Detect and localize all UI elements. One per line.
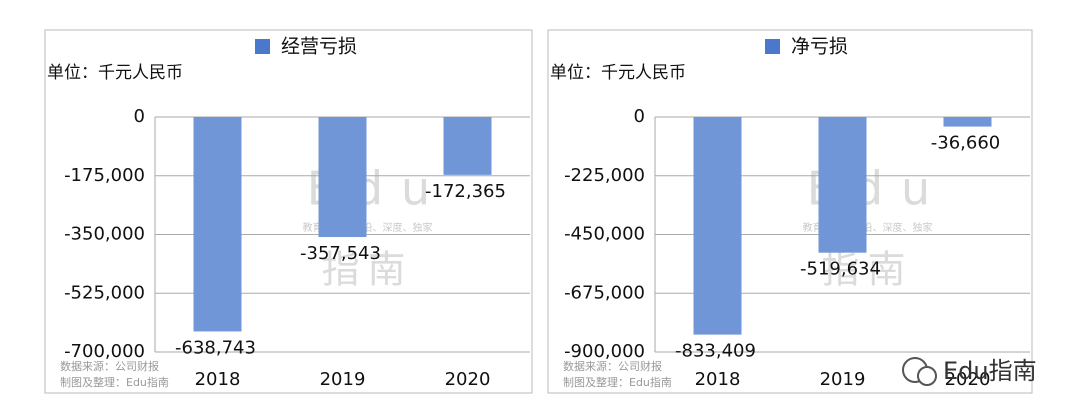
legend-label: 经营亏损: [281, 36, 357, 58]
logo-icon: [917, 366, 937, 386]
bar: [193, 117, 242, 332]
y-tick-label: -175,000: [64, 165, 145, 186]
brand: Edu指南: [943, 357, 1037, 385]
value-label: -172,365: [425, 181, 506, 202]
y-tick-label: 0: [634, 106, 645, 127]
source: 数据来源：公司财报: [60, 359, 159, 373]
legend-swatch: [255, 39, 270, 54]
x-tick-label: 2018: [195, 369, 241, 390]
y-tick-label: -675,000: [564, 282, 645, 303]
credit: 制图及整理：Edu指南: [563, 375, 672, 389]
legend-label: 净亏损: [791, 36, 848, 58]
legend-swatch: [765, 39, 780, 54]
bar: [943, 117, 992, 127]
unit-label: 单位：千元人民币: [47, 63, 183, 83]
panel: [547, 29, 1033, 394]
panel: [44, 29, 533, 394]
value-label: -357,543: [300, 243, 381, 264]
bar: [443, 117, 492, 175]
y-tick-label: -225,000: [564, 165, 645, 186]
x-tick-label: 2019: [320, 369, 366, 390]
y-tick-label: -900,000: [564, 341, 645, 362]
credit: 制图及整理：Edu指南: [60, 375, 169, 389]
value-label: -833,409: [675, 341, 756, 362]
watermark-cn: 指南: [321, 248, 413, 292]
source: 数据来源：公司财报: [563, 359, 662, 373]
y-tick-label: -700,000: [64, 341, 145, 362]
y-tick-label: -350,000: [64, 224, 145, 245]
bar: [818, 117, 867, 253]
y-tick-label: 0: [134, 106, 145, 127]
value-label: -519,634: [800, 259, 881, 280]
y-tick-label: -525,000: [64, 282, 145, 303]
bar: [318, 117, 367, 238]
bar: [693, 117, 742, 335]
unit-label: 单位：千元人民币: [550, 63, 686, 83]
x-tick-label: 2019: [820, 369, 866, 390]
value-label: -638,743: [175, 337, 256, 358]
x-tick-label: 2020: [445, 369, 491, 390]
brand-logo: [902, 357, 937, 386]
x-tick-label: 2018: [695, 369, 741, 390]
value-label: -36,660: [931, 133, 1000, 154]
x-tick-label: 2020: [945, 369, 991, 390]
y-tick-label: -450,000: [564, 224, 645, 245]
watermark-cn: 指南: [821, 248, 913, 292]
